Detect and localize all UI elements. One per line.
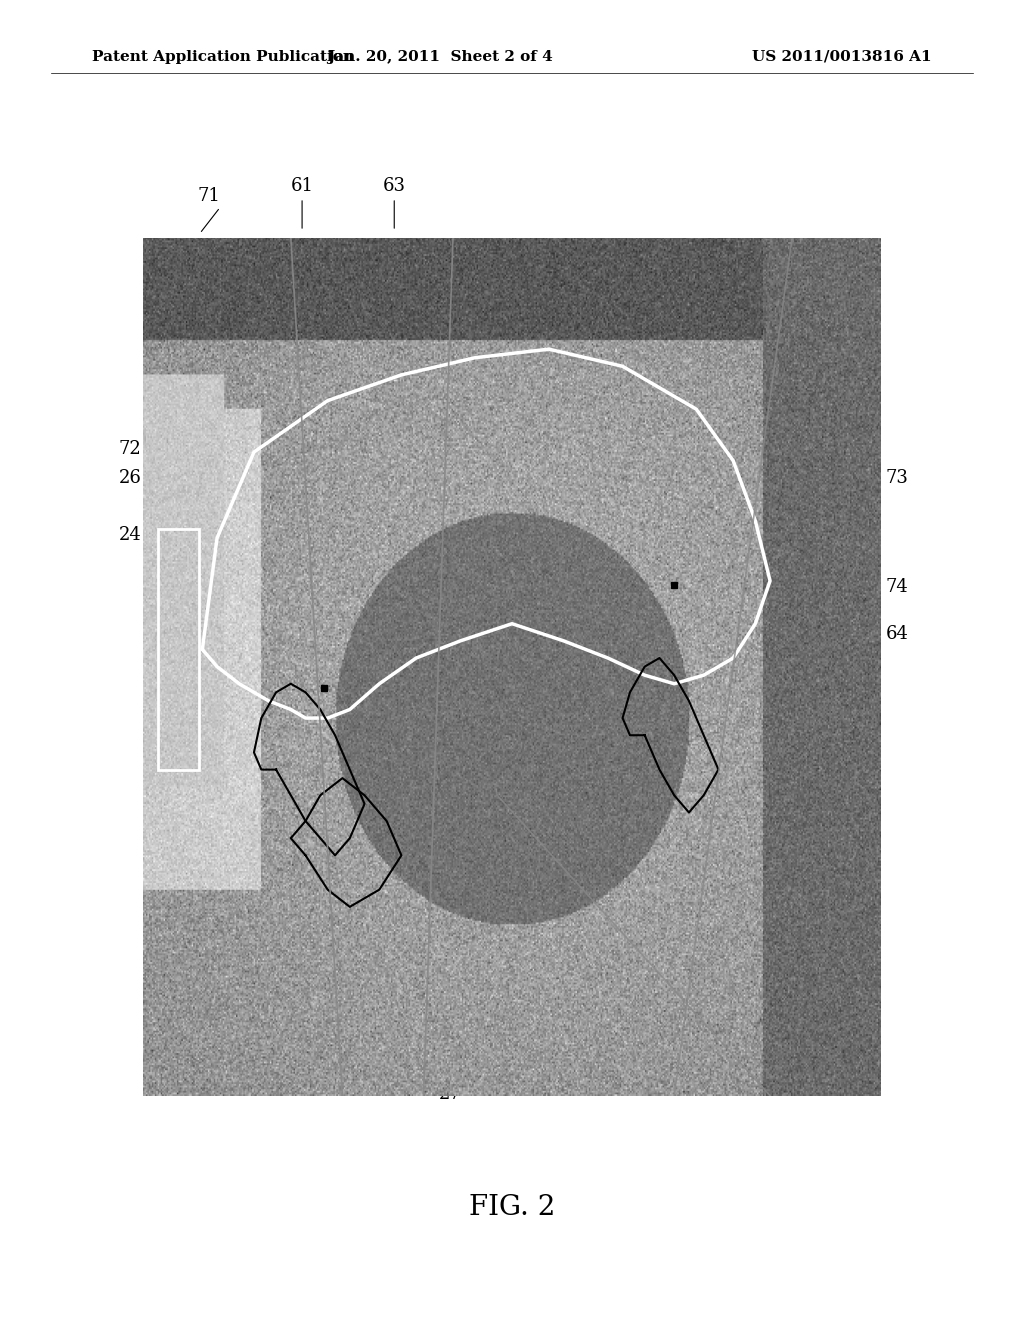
Text: 26: 26 [119, 469, 141, 487]
Text: 74: 74 [886, 578, 908, 597]
Bar [158, 529, 199, 770]
Text: 72: 72 [119, 440, 141, 458]
Text: 64: 64 [886, 624, 908, 643]
Text: 63: 63 [383, 177, 406, 195]
Text: 73: 73 [886, 469, 908, 487]
Text: Jan. 20, 2011  Sheet 2 of 4: Jan. 20, 2011 Sheet 2 of 4 [328, 50, 553, 63]
Text: 62: 62 [306, 1036, 329, 1055]
Text: 24: 24 [119, 525, 141, 544]
Text: 65: 65 [486, 1045, 509, 1064]
Text: US 2011/0013816 A1: US 2011/0013816 A1 [753, 50, 932, 63]
Text: Patent Application Publication: Patent Application Publication [92, 50, 354, 63]
Text: FIG. 2: FIG. 2 [469, 1195, 555, 1221]
Text: 71: 71 [198, 186, 220, 205]
Text: 25: 25 [234, 1036, 257, 1055]
Text: 61: 61 [291, 177, 313, 195]
Text: 27: 27 [439, 1085, 462, 1104]
